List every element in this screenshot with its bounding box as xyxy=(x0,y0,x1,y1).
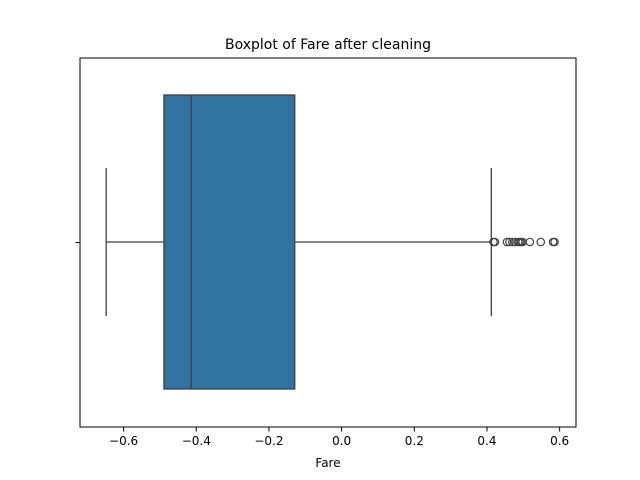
box-marks xyxy=(105,94,559,390)
outlier-point xyxy=(505,237,514,247)
x-axis-ticks: −0.6 −0.4 −0.2 0.0 0.2 0.4 0.6 xyxy=(109,427,569,448)
x-tick-label: 0.2 xyxy=(405,434,424,448)
x-tick-label: 0.0 xyxy=(332,434,351,448)
outlier-point xyxy=(490,237,500,247)
chart-title: Boxplot of Fare after cleaning xyxy=(225,37,431,53)
outlier-point xyxy=(536,237,546,247)
x-tick-label: 0.4 xyxy=(477,434,496,448)
x-tick-label: −0.6 xyxy=(109,434,138,448)
x-axis-label: Fare xyxy=(315,456,340,470)
iqr-box xyxy=(163,94,296,390)
x-tick-label: −0.4 xyxy=(182,434,211,448)
x-tick-label: 0.6 xyxy=(550,434,569,448)
outlier-point xyxy=(502,237,512,247)
outlier-point xyxy=(550,237,559,247)
outlier-point xyxy=(525,237,535,247)
x-tick-label: −0.2 xyxy=(254,434,283,448)
